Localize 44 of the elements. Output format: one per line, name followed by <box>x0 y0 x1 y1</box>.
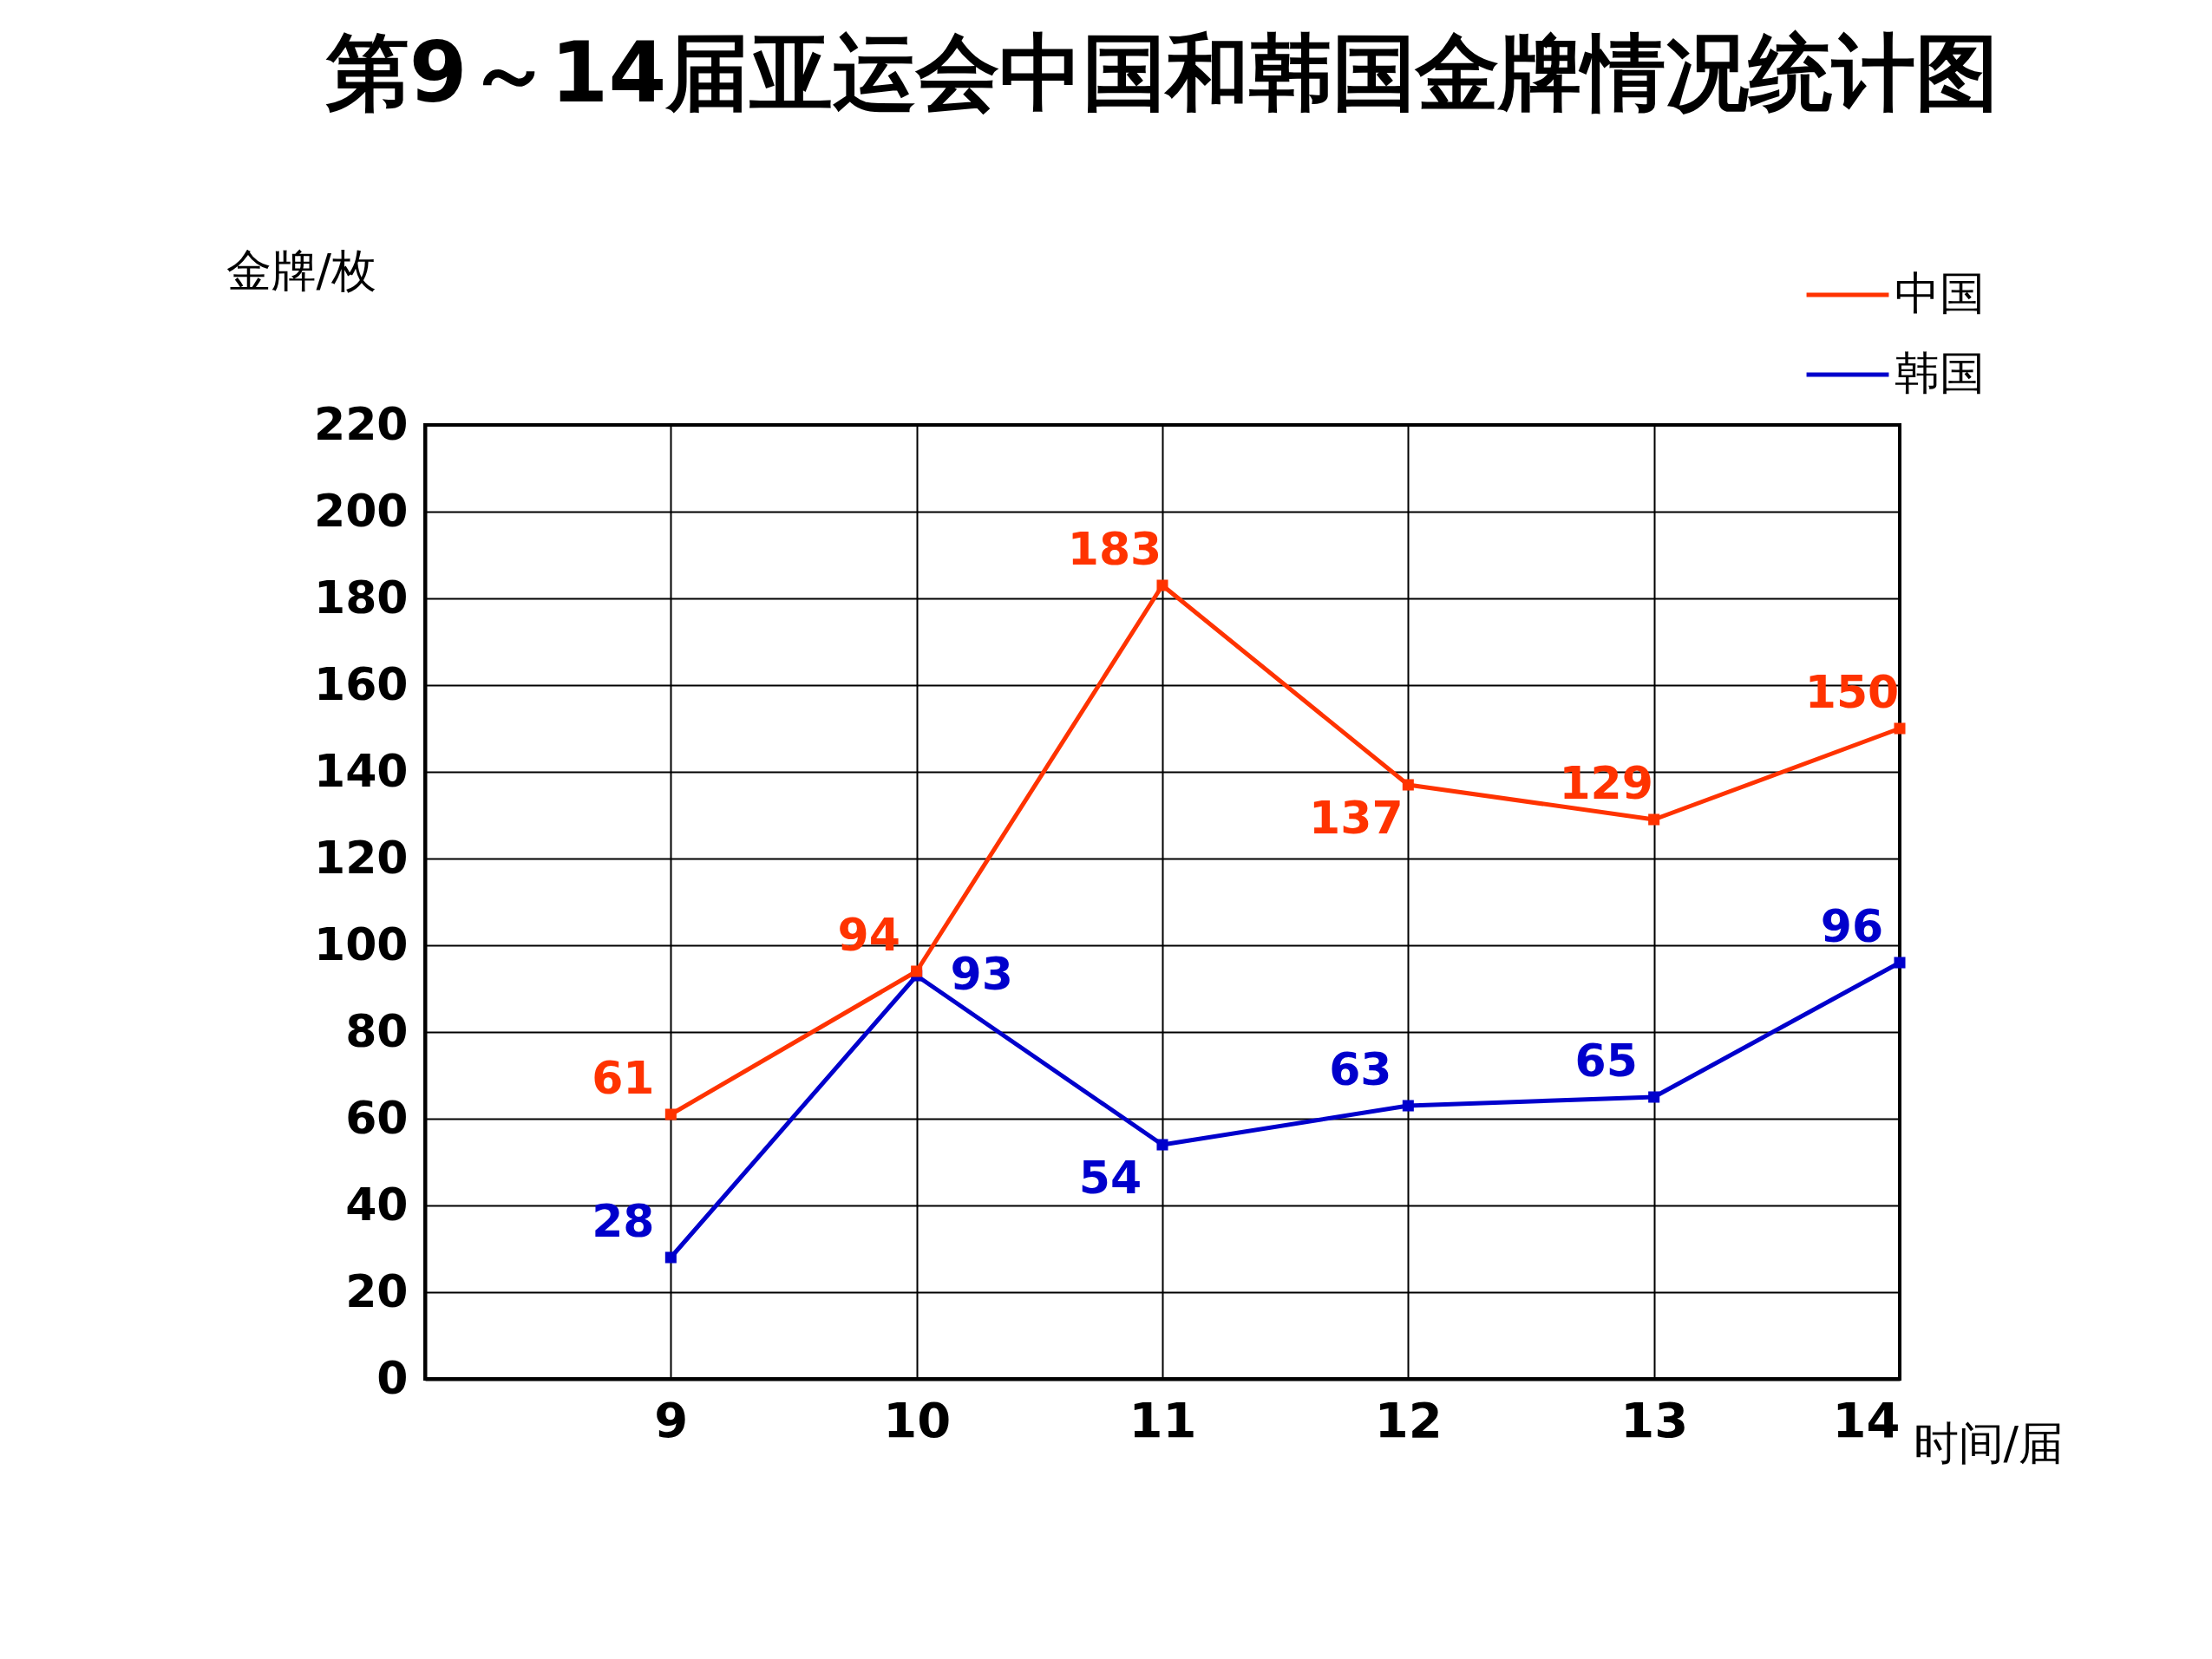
point <box>1648 813 1660 826</box>
data-label: 63 <box>1329 1043 1392 1095</box>
y-tick-label: 220 <box>313 397 409 450</box>
point <box>664 1108 677 1120</box>
x-tick-label: 9 <box>654 1391 689 1448</box>
x-tick-label: 11 <box>1129 1391 1197 1448</box>
data-label: 61 <box>592 1052 655 1104</box>
data-label: 137 <box>1309 792 1404 844</box>
y-tick-label: 180 <box>313 571 409 624</box>
point <box>1894 722 1906 735</box>
legend-label: 中国 <box>1895 267 1985 319</box>
point <box>1156 579 1168 591</box>
y-tick-label: 60 <box>345 1091 409 1144</box>
x-axis-title: 时间/届 <box>1913 1416 2065 1469</box>
y-axis-title: 金牌/枚 <box>226 244 377 297</box>
x-tick-label: 10 <box>883 1391 952 1448</box>
data-label: 129 <box>1559 757 1653 809</box>
data-label: 93 <box>950 948 1013 1000</box>
y-tick-label: 160 <box>313 657 409 710</box>
y-tick-label: 40 <box>345 1178 409 1231</box>
data-label: 183 <box>1067 523 1162 575</box>
chart-title: 第9～14届亚运会中国和韩国金牌情况统计图 <box>324 24 1999 121</box>
y-tick-label: 120 <box>313 831 409 884</box>
y-tick-label: 140 <box>313 744 409 797</box>
data-label: 28 <box>592 1195 655 1247</box>
x-tick-label: 14 <box>1832 1391 1901 1448</box>
point <box>1156 1139 1168 1151</box>
point <box>1402 779 1414 791</box>
data-label: 54 <box>1078 1152 1142 1204</box>
data-label: 96 <box>1820 900 1884 952</box>
x-tick-label: 12 <box>1374 1391 1443 1448</box>
y-tick-label: 100 <box>313 918 409 970</box>
point <box>1402 1100 1414 1112</box>
point <box>664 1251 677 1264</box>
data-label: 65 <box>1574 1035 1638 1087</box>
x-tick-label: 13 <box>1620 1391 1689 1448</box>
y-tick-label: 200 <box>313 484 409 537</box>
legend-label: 韩国 <box>1895 347 1985 399</box>
y-tick-label: 20 <box>345 1264 409 1317</box>
point <box>911 965 923 977</box>
point <box>1648 1091 1660 1103</box>
point <box>1894 957 1906 969</box>
y-tick-label: 80 <box>345 1004 409 1057</box>
y-tick-label: 0 <box>376 1351 409 1404</box>
